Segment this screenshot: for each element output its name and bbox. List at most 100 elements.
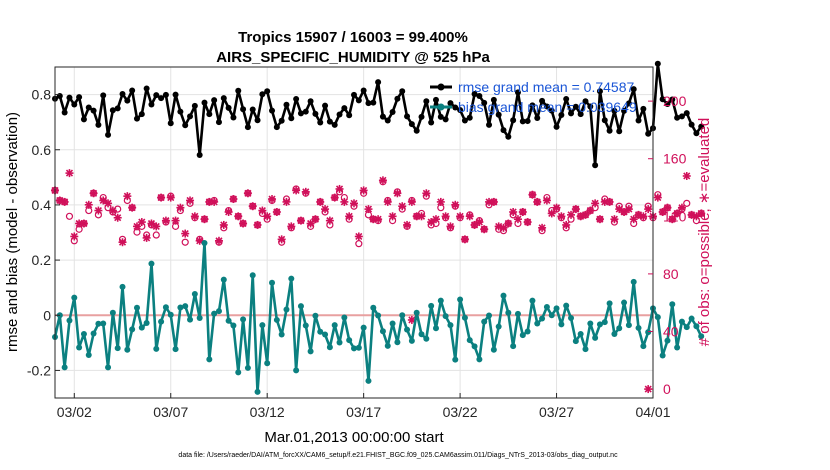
- obs-evaluated-point: [513, 215, 522, 224]
- obs-evaluated-point: [436, 197, 445, 206]
- obs-evaluated-point: [378, 176, 387, 185]
- legend-bias-marker: [437, 103, 445, 111]
- bias-point: [370, 304, 377, 311]
- bias-point: [418, 331, 425, 338]
- obs-evaluated-point: [137, 218, 146, 227]
- rmse-point: [688, 121, 695, 128]
- bias-point: [158, 318, 165, 325]
- bias-point: [172, 346, 179, 353]
- rmse-point: [683, 110, 690, 117]
- bias-point: [249, 272, 256, 279]
- plot-frame: [54, 66, 654, 399]
- bias-point: [683, 324, 690, 331]
- obs-evaluated-point: [533, 197, 542, 206]
- legend-bias-label: bias grand mean = 0.039649: [458, 99, 637, 115]
- rmse-point: [283, 101, 290, 108]
- bias-point: [437, 297, 444, 304]
- bias-point: [543, 303, 550, 310]
- rmse-point: [278, 117, 285, 124]
- bias-point: [351, 345, 357, 352]
- rmse-point: [187, 113, 194, 120]
- rmse-point: [172, 91, 179, 98]
- obs-evaluated-point: [316, 197, 325, 206]
- rmse-point: [601, 117, 608, 124]
- y2-axis-label: # of obs: o=possible; ∗=evaluated: [696, 118, 713, 347]
- rmse-point: [384, 117, 391, 124]
- bias-point: [539, 315, 546, 322]
- obs-evaluated-point: [166, 193, 175, 202]
- obs-evaluated-point: [538, 223, 547, 232]
- bias-point: [592, 334, 599, 341]
- data-file-footnote: data file: /Users/raeder/DAI/ATM_forcXX/…: [178, 452, 618, 459]
- bias-point: [225, 317, 232, 324]
- bias-point: [322, 331, 329, 338]
- obs-evaluated-point: [186, 196, 195, 205]
- obs-evaluated-point: [253, 220, 262, 229]
- rmse-point: [572, 103, 579, 110]
- obs-evaluated-point: [581, 210, 590, 219]
- rmse-point: [678, 113, 685, 120]
- obs-evaluated-point: [287, 222, 296, 231]
- rmse-point: [659, 96, 666, 103]
- obs-evaluated-point: [605, 197, 614, 206]
- rmse-point: [85, 104, 92, 111]
- rmse-point: [273, 124, 280, 131]
- obs-evaluated-point: [171, 216, 180, 225]
- rmse-point: [346, 112, 353, 119]
- bias-point: [601, 319, 608, 326]
- rmse-point: [558, 111, 565, 118]
- bias-point: [553, 305, 560, 312]
- rmse-point: [486, 121, 493, 128]
- bias-point: [486, 312, 493, 319]
- x-tick-label: 03/02: [57, 404, 92, 420]
- rmse-point: [457, 107, 464, 114]
- bias-point: [264, 360, 271, 367]
- bias-point: [534, 320, 541, 327]
- legend: rmse grand mean = 0.74587 bias grand mea…: [430, 79, 637, 115]
- obs-evaluated-point: [359, 186, 368, 195]
- rmse-point: [148, 101, 155, 108]
- bias-point: [577, 331, 584, 338]
- obs-evaluated-point: [292, 186, 301, 195]
- obs-evaluated-point: [94, 206, 103, 215]
- rmse-point: [302, 108, 309, 115]
- obs-evaluated-point: [84, 200, 93, 209]
- bias-point: [326, 344, 333, 351]
- rmse-point: [596, 88, 603, 95]
- rmse-series: [52, 60, 705, 169]
- bias-point: [568, 315, 575, 322]
- x-tick-label: 03/22: [443, 404, 478, 420]
- rmse-point: [138, 111, 145, 118]
- rmse-point: [215, 119, 222, 126]
- bias-point: [505, 309, 512, 316]
- obs-evaluated-point: [152, 222, 161, 231]
- bias-point: [375, 312, 382, 319]
- bias-point: [302, 322, 309, 329]
- y2-tick-label: 200: [663, 93, 687, 109]
- obs-evaluated-point: [272, 207, 281, 216]
- bias-point: [288, 275, 295, 282]
- bias-point: [399, 312, 406, 319]
- rmse-point: [654, 60, 661, 67]
- rmse-point: [452, 104, 459, 111]
- bias-point: [490, 346, 497, 353]
- rmse-point: [534, 115, 541, 122]
- bias-point: [495, 323, 502, 330]
- obs-evaluated-series: [51, 169, 706, 394]
- obs-evaluated-point: [219, 220, 228, 229]
- obs-evaluated-point: [214, 236, 223, 245]
- bias-point: [635, 324, 642, 331]
- rmse-point: [322, 102, 329, 109]
- x-tick-label: 03/12: [250, 404, 285, 420]
- rmse-point: [625, 100, 632, 107]
- bias-point: [447, 322, 454, 329]
- obs-evaluated-point: [571, 205, 580, 214]
- bias-point: [519, 332, 526, 339]
- rmse-point: [196, 151, 203, 158]
- obs-evaluated-point: [176, 203, 185, 212]
- rmse-point: [158, 95, 165, 102]
- bias-point: [133, 304, 140, 311]
- bias-point: [630, 278, 637, 285]
- obs-evaluated-point: [398, 202, 407, 211]
- bias-point: [688, 315, 695, 322]
